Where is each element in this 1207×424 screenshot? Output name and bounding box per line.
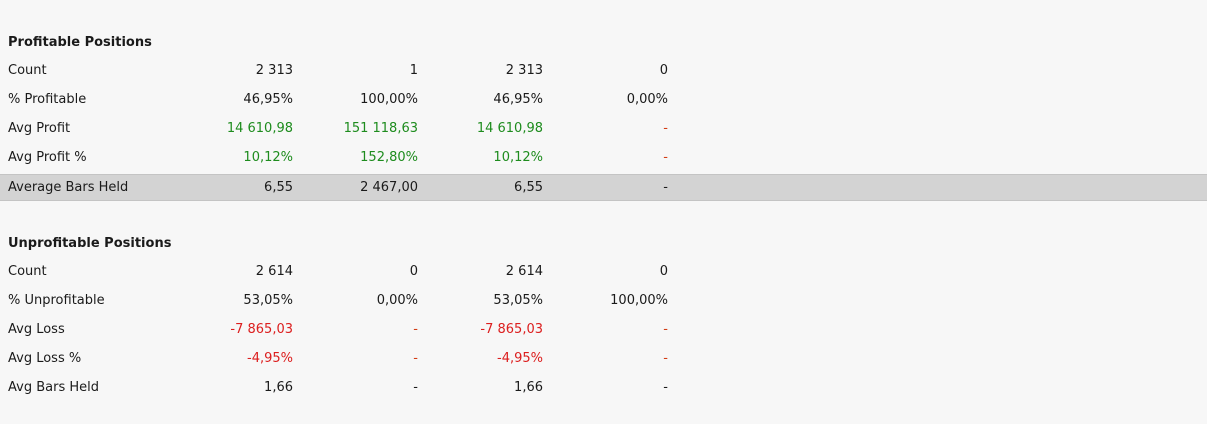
value-cell: - (663, 322, 668, 337)
row-label: % Unprofitable (8, 293, 105, 308)
profitable-positions-title: Profitable Positions (8, 35, 152, 50)
value-cell: 2 313 (505, 63, 543, 78)
value-cell: 1 (409, 63, 418, 78)
value-cell: -4,95% (497, 351, 543, 366)
value-cell: 152,80% (360, 150, 418, 165)
row-label: Avg Loss % (8, 351, 82, 366)
value-cell: 0 (659, 264, 668, 279)
value-cell: 6,55 (264, 180, 293, 195)
row-label: Avg Bars Held (8, 380, 99, 395)
value-cell: - (663, 380, 668, 395)
value-cell: 2 614 (505, 264, 543, 279)
table-row[interactable]: Count 2 614 0 2 614 0 (0, 259, 1207, 285)
value-cell: - (663, 150, 668, 165)
row-label: Count (8, 264, 47, 279)
table-row[interactable]: Avg Profit % 10,12% 152,80% 10,12% - (0, 145, 1207, 171)
value-cell: - (663, 121, 668, 136)
unprofitable-positions-title: Unprofitable Positions (8, 236, 172, 251)
value-cell: 1,66 (514, 380, 543, 395)
value-cell: 46,95% (493, 92, 543, 107)
table-row[interactable]: Avg Loss -7 865,03 - -7 865,03 - (0, 317, 1207, 343)
value-cell: - (663, 180, 668, 195)
value-cell: 53,05% (243, 293, 293, 308)
value-cell: 6,55 (514, 180, 543, 195)
table-row[interactable]: % Unprofitable 53,05% 0,00% 53,05% 100,00% (0, 288, 1207, 314)
value-cell: -7 865,03 (230, 322, 293, 337)
table-row[interactable]: Avg Loss % -4,95% - -4,95% - (0, 346, 1207, 372)
value-cell: 100,00% (360, 92, 418, 107)
table-row[interactable]: % Profitable 46,95% 100,00% 46,95% 0,00% (0, 87, 1207, 113)
table-row[interactable]: Avg Bars Held 1,66 - 1,66 - (0, 375, 1207, 401)
value-cell: 0 (659, 63, 668, 78)
row-label: Average Bars Held (8, 180, 129, 195)
row-label: Avg Loss (8, 322, 65, 337)
row-label: Avg Profit (8, 121, 71, 136)
value-cell: 10,12% (493, 150, 543, 165)
value-cell: - (413, 351, 418, 366)
value-cell: 2 467,00 (360, 180, 418, 195)
value-cell: 14 610,98 (226, 121, 293, 136)
value-cell: 151 118,63 (343, 121, 418, 136)
value-cell: 1,66 (264, 380, 293, 395)
row-label: Avg Profit % (8, 150, 87, 165)
value-cell: 53,05% (493, 293, 543, 308)
value-cell: 0,00% (376, 293, 418, 308)
value-cell: 14 610,98 (476, 121, 543, 136)
row-label: % Profitable (8, 92, 87, 107)
value-cell: 2 614 (255, 264, 293, 279)
value-cell: - (413, 380, 418, 395)
value-cell: -7 865,03 (480, 322, 543, 337)
value-cell: -4,95% (247, 351, 293, 366)
value-cell: 10,12% (243, 150, 293, 165)
value-cell: 46,95% (243, 92, 293, 107)
value-cell: - (413, 322, 418, 337)
value-cell: - (663, 351, 668, 366)
row-label: Count (8, 63, 47, 78)
table-row[interactable]: Avg Profit 14 610,98 151 118,63 14 610,98 - (0, 116, 1207, 142)
table-row[interactable]: Count 2 313 1 2 313 0 (0, 58, 1207, 84)
value-cell: 0,00% (626, 92, 668, 107)
value-cell: 100,00% (610, 293, 668, 308)
table-row[interactable]: Average Bars Held 6,55 2 467,00 6,55 - (0, 174, 1207, 201)
value-cell: 2 313 (255, 63, 293, 78)
value-cell: 0 (409, 264, 418, 279)
